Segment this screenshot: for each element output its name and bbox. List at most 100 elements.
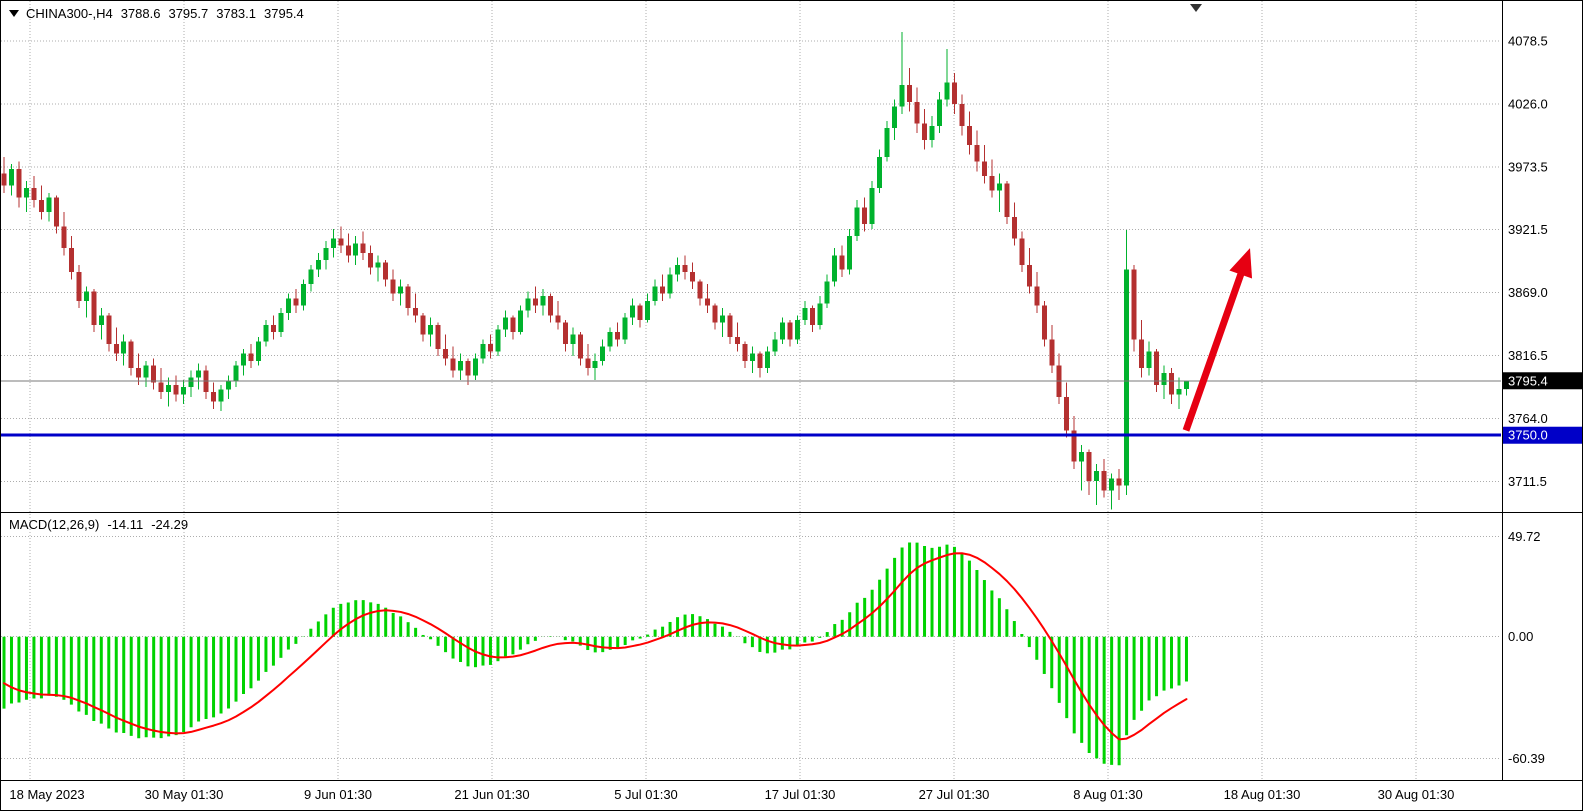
candle (113, 327, 119, 361)
time-axis-label: 30 Aug 01:30 (1378, 787, 1455, 802)
candle (1011, 202, 1017, 246)
candle (1019, 231, 1025, 273)
candle (847, 228, 853, 275)
candle (1056, 353, 1062, 405)
candle (1094, 464, 1100, 505)
macd-header: MACD(12,26,9) -14.11 -24.29 (9, 517, 188, 532)
candle (794, 315, 800, 345)
candle (375, 255, 381, 282)
candle (996, 173, 1002, 213)
candle (779, 317, 785, 345)
candle (323, 240, 329, 270)
candle (263, 320, 269, 347)
candle (300, 279, 306, 311)
high-value: 3795.7 (168, 6, 209, 21)
candle (892, 99, 898, 141)
candle (315, 252, 321, 277)
macd-indicator (2, 542, 1188, 766)
candle (98, 308, 104, 340)
candle (824, 274, 830, 309)
candle (383, 260, 389, 287)
candle (1026, 248, 1032, 294)
candle (1131, 264, 1137, 352)
candle (458, 353, 464, 381)
current-price-tag: 3795.4 (1503, 372, 1582, 390)
candle (645, 293, 651, 323)
candle (622, 312, 628, 345)
time-axis-label: 21 Jun 01:30 (454, 787, 529, 802)
candle (532, 286, 538, 313)
candle (211, 382, 217, 409)
candle (959, 94, 965, 136)
candle (502, 310, 508, 337)
candle (143, 360, 149, 388)
trend-arrow[interactable] (1182, 248, 1253, 432)
candle (390, 269, 396, 301)
candle (1049, 324, 1055, 373)
price-axis-label: 3711.5 (1508, 474, 1547, 489)
candle (974, 130, 980, 172)
candle (615, 322, 621, 347)
candle (525, 291, 531, 318)
macd-axis-label: 0.00 (1508, 629, 1533, 644)
candle (218, 384, 224, 412)
candle (450, 346, 456, 378)
candlestick-series (1, 32, 1189, 510)
candle (727, 312, 733, 345)
candle (937, 92, 942, 133)
candle (922, 108, 928, 150)
price-axis-label: 3816.5 (1508, 348, 1548, 363)
candle (734, 322, 740, 352)
candle (757, 351, 763, 378)
price-axis-label: 3973.5 (1508, 160, 1548, 175)
candle (181, 380, 187, 405)
symbol-label: CHINA300-,H4 (26, 6, 113, 21)
macd-axis-label: -60.39 (1508, 751, 1545, 766)
candle (166, 377, 172, 407)
candle (248, 344, 254, 369)
candle (540, 288, 546, 316)
candle (308, 264, 314, 292)
candle (293, 288, 299, 313)
candle (1116, 468, 1122, 501)
candle (91, 288, 97, 333)
candle (1109, 473, 1115, 510)
price-axis-label: 3869.0 (1508, 285, 1548, 300)
candle (1124, 230, 1130, 496)
time-axis-label: 18 Aug 01:30 (1224, 787, 1301, 802)
candle (1101, 459, 1107, 498)
price-axis[interactable]: 4078.5 4026.0 3973.5 3921.5 3869.0 3816.5 3764… (1503, 34, 1582, 766)
annotations[interactable] (1182, 4, 1253, 432)
candle (495, 324, 501, 357)
candle (83, 286, 89, 318)
candle (869, 180, 875, 229)
candle (1183, 380, 1189, 396)
candle (76, 264, 82, 309)
candle (136, 353, 142, 385)
price-axis-label: 4078.5 (1508, 34, 1548, 49)
symbol-ohlc-header: CHINA300-,H4 3788.6 3795.7 3783.1 3795.4 (9, 6, 304, 21)
candle (989, 159, 995, 198)
candle (690, 262, 696, 289)
candle (570, 327, 576, 357)
time-axis[interactable]: 18 May 2023 30 May 01:30 9 Jun 01:30 21 Jun… (9, 787, 1454, 802)
candle (944, 48, 950, 107)
candle (742, 341, 748, 369)
candle (1, 156, 7, 193)
candle (667, 267, 673, 299)
candle (951, 72, 957, 114)
candle (428, 317, 434, 347)
candle (255, 336, 261, 366)
candle (360, 231, 366, 261)
candle (1034, 272, 1040, 313)
candle (637, 303, 643, 328)
chart-shift-marker-icon[interactable] (1190, 4, 1202, 12)
symbol-marker-icon (9, 10, 19, 17)
low-value: 3783.1 (216, 6, 256, 21)
candle (240, 348, 246, 376)
candle (585, 344, 591, 376)
candle (682, 255, 688, 280)
grid (1, 1, 1501, 780)
